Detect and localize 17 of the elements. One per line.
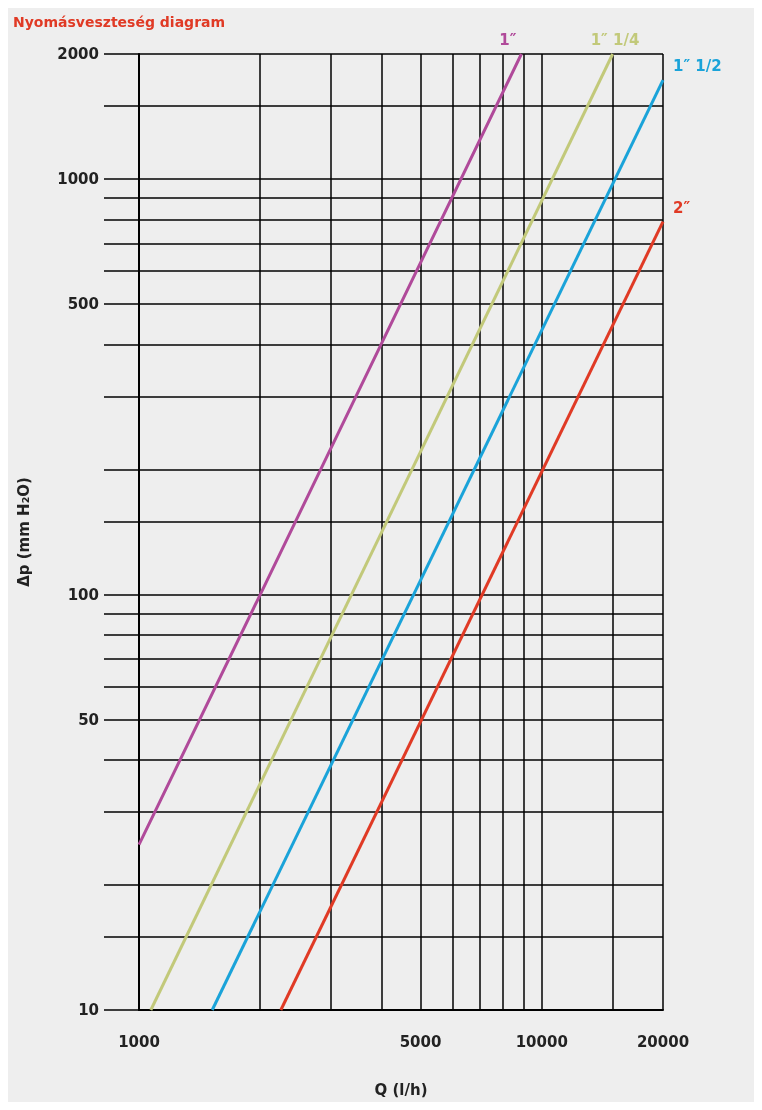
y-axis-title: Δp (mm H₂O) [14,477,33,587]
x-tick-label: 10000 [515,1032,568,1051]
chart-title: Nyomásveszteség diagram [13,14,226,30]
x-tick-label: 20000 [636,1032,690,1051]
x-tick-label: 1000 [118,1032,160,1051]
series-label: 1″ [499,31,517,49]
y-tick-label: 1000 [57,170,99,189]
y-tick-label: 500 [67,295,99,314]
x-tick-label: 5000 [399,1032,442,1051]
series-label: 1″ 1/4 [590,31,640,49]
y-tick-label: 10 [78,1001,99,1019]
y-tick-label: 50 [78,710,99,729]
series-label: 2″ [673,198,691,217]
x-axis-title: Q (l/h) [374,1080,428,1099]
y-tick-label: 2000 [57,45,99,63]
y-tick-label: 100 [67,585,99,604]
series-label: 1″ 1/2 [673,57,722,76]
